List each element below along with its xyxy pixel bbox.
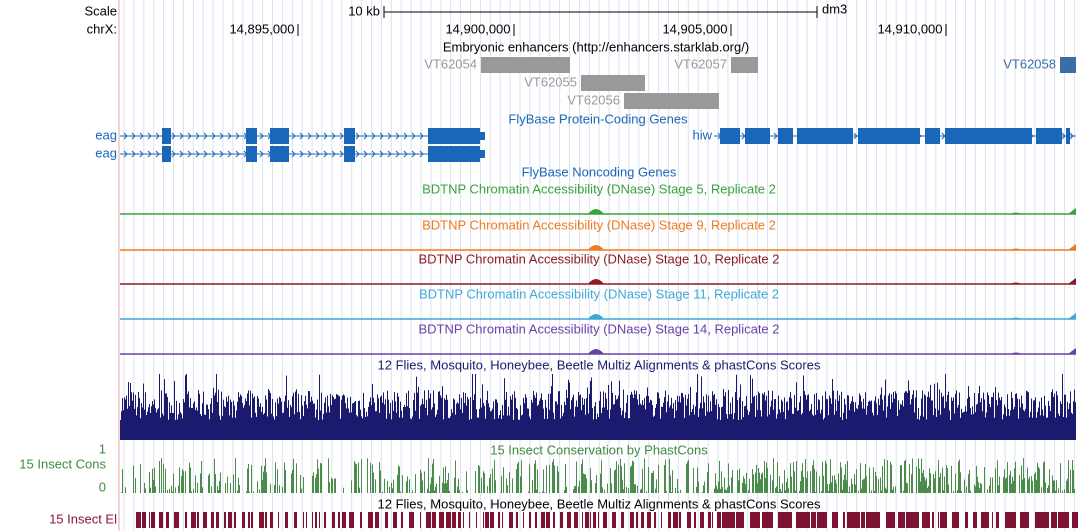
- exon: [162, 128, 171, 144]
- position-label: 14,910,000: [877, 21, 942, 36]
- enhancer[interactable]: [581, 75, 645, 91]
- track-title[interactable]: Embryonic enhancers (http://enhancers.st…: [443, 39, 749, 54]
- track-title[interactable]: BDTNP Chromatin Accessibility (DNase) St…: [422, 181, 776, 196]
- enhancer[interactable]: [481, 57, 570, 73]
- exon: [745, 128, 770, 144]
- enhancer-boxes: [481, 57, 1076, 109]
- gene-models: [120, 128, 1076, 162]
- enhancer[interactable]: [731, 57, 758, 73]
- position-label: 14,905,000: [662, 21, 727, 36]
- scale-label: Scale: [84, 3, 117, 18]
- side-label: 15 Insect Cons: [19, 456, 106, 471]
- track-title[interactable]: BDTNP Chromatin Accessibility (DNase) St…: [418, 251, 779, 266]
- exon: [778, 128, 793, 144]
- exon: [925, 128, 940, 144]
- exon: [344, 146, 355, 162]
- positions: 14,895,000 14,900,000 14,905,000 14,910,000: [229, 21, 947, 36]
- multiz-signal: [120, 374, 1076, 440]
- enhancer-labels: VT62054 VT62057 VT62058 VT62055 VT62056: [424, 56, 1056, 107]
- exon: [1066, 128, 1070, 144]
- enhancer[interactable]: [1060, 57, 1076, 73]
- axis-min: 0: [99, 479, 106, 494]
- enhancer-label[interactable]: VT62056: [567, 92, 620, 107]
- side-label: 15 Insect El: [49, 511, 117, 526]
- multiz-bars: [120, 374, 1076, 440]
- phastcons-signal: [121, 458, 1075, 493]
- enhancer[interactable]: [624, 93, 719, 109]
- exon: [1036, 128, 1062, 144]
- track-title[interactable]: BDTNP Chromatin Accessibility (DNase) St…: [422, 217, 776, 232]
- exon: [480, 150, 485, 158]
- exon: [428, 128, 480, 144]
- exon: [480, 132, 485, 140]
- chrom-label: chrX:: [87, 21, 117, 36]
- enhancer-label[interactable]: VT62055: [524, 74, 577, 89]
- enhancer-label[interactable]: VT62054: [424, 56, 477, 71]
- exon: [270, 128, 289, 144]
- track-title[interactable]: 12 Flies, Mosquito, Honeybee, Beetle Mul…: [378, 357, 821, 372]
- gene-label[interactable]: hiw: [692, 127, 712, 142]
- axis-max: 1: [99, 441, 106, 456]
- phastcons-bars: [121, 458, 1075, 493]
- signal-peak: [588, 348, 1076, 354]
- track-title[interactable]: BDTNP Chromatin Accessibility (DNase) St…: [418, 321, 779, 336]
- enhancer-label[interactable]: VT62058: [1003, 56, 1056, 71]
- signal-peak: [588, 208, 1076, 214]
- scale-bar: [383, 6, 818, 18]
- gene-label[interactable]: eag: [95, 127, 117, 142]
- dnase-tracks: BDTNP Chromatin Accessibility (DNase) St…: [120, 181, 1076, 355]
- track-title[interactable]: FlyBase Noncoding Genes: [522, 164, 677, 179]
- exon: [344, 128, 355, 144]
- exon: [162, 146, 171, 162]
- exon: [246, 146, 257, 162]
- exon: [858, 128, 920, 144]
- enhancer-label[interactable]: VT62057: [674, 56, 727, 71]
- exon: [797, 128, 853, 144]
- exon: [720, 128, 740, 144]
- track-title[interactable]: FlyBase Protein-Coding Genes: [508, 111, 688, 126]
- position-label: 14,900,000: [445, 21, 510, 36]
- gene-label[interactable]: eag: [95, 145, 117, 160]
- conserved-elements: [136, 512, 1078, 528]
- exon: [270, 146, 289, 162]
- signal-peak: [588, 244, 1076, 250]
- position-label: 14,895,000: [229, 21, 294, 36]
- track-title[interactable]: 12 Flies, Mosquito, Honeybee, Beetle Mul…: [378, 496, 821, 511]
- assembly: dm3: [822, 1, 847, 16]
- grid: [123, 0, 1075, 531]
- exon: [246, 128, 257, 144]
- exon: [945, 128, 1032, 144]
- signal-peak: [588, 278, 1076, 284]
- track-title[interactable]: 15 Insect Conservation by PhastCons: [490, 442, 708, 457]
- signal-peak: [588, 313, 1076, 319]
- track-title[interactable]: BDTNP Chromatin Accessibility (DNase) St…: [419, 286, 779, 301]
- exon: [428, 146, 480, 162]
- element-blocks: [136, 512, 1078, 528]
- scale-bar-label: 10 kb: [348, 3, 380, 18]
